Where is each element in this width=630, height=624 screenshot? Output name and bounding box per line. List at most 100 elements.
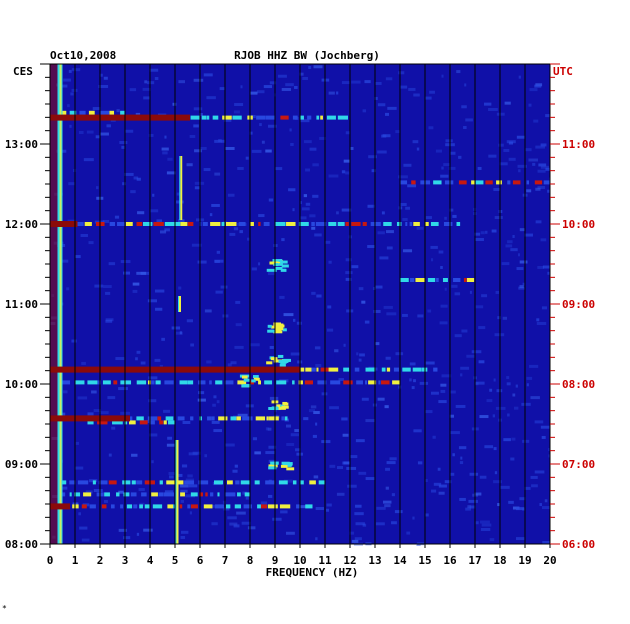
event-line-segment	[409, 222, 413, 226]
noise-cell	[355, 439, 365, 443]
event-line-segment	[427, 278, 436, 282]
noise-cell	[425, 96, 432, 100]
noise-cell	[535, 187, 541, 191]
event-line-segment	[126, 504, 133, 509]
right-tick-label: 09:00	[562, 298, 595, 311]
noise-cell	[116, 109, 120, 113]
noise-cell	[474, 232, 481, 236]
noise-cell	[444, 287, 447, 291]
noise-cell	[508, 157, 516, 161]
noise-cell	[449, 208, 454, 212]
noise-cell	[547, 271, 550, 275]
x-tick-label: 19	[518, 554, 531, 567]
event-line-segment	[92, 480, 96, 485]
noise-cell	[496, 112, 505, 116]
noise-cell	[475, 521, 479, 525]
noise-cell	[534, 84, 542, 88]
event-line-segment	[62, 110, 67, 115]
signal-blob	[278, 359, 289, 363]
x-tick-label: 18	[493, 554, 506, 567]
left-tick-label: 11:00	[5, 298, 38, 311]
left-tick-label: 10:00	[5, 378, 38, 391]
noise-cell	[545, 114, 550, 118]
noise-cell	[460, 456, 463, 460]
event-line-segment	[442, 278, 448, 282]
noise-cell	[159, 364, 164, 368]
noise-cell	[256, 90, 265, 94]
event-line-segment	[433, 180, 442, 185]
noise-cell	[161, 147, 169, 151]
noise-cell	[548, 177, 550, 181]
x-tick-label: 14	[393, 554, 407, 567]
noise-cell	[166, 443, 176, 447]
noise-cell	[327, 305, 332, 309]
event-line-segment	[101, 504, 107, 509]
event-line-segment	[199, 416, 202, 421]
noise-cell	[438, 491, 445, 495]
event-line-segment	[298, 380, 303, 385]
noise-cell	[204, 454, 208, 458]
noise-cell	[234, 345, 244, 349]
noise-cell	[471, 350, 482, 354]
noise-cell	[327, 328, 334, 332]
signal-blob	[276, 404, 281, 408]
noise-cell	[384, 405, 389, 409]
noise-cell	[535, 145, 545, 149]
noise-cell	[251, 149, 262, 153]
event-line-segment	[226, 480, 233, 485]
noise-cell	[148, 399, 157, 403]
noise-cell	[114, 215, 120, 219]
noise-cell	[154, 289, 165, 293]
vertical-streak-edge	[178, 296, 179, 312]
noise-cell	[437, 467, 441, 471]
noise-cell	[58, 84, 68, 88]
noise-cell	[475, 237, 484, 241]
signal-blob	[280, 464, 288, 468]
noise-cell	[222, 500, 226, 504]
noise-cell	[480, 520, 490, 524]
noise-cell	[475, 381, 485, 385]
saturated-line	[50, 503, 70, 510]
noise-cell	[425, 361, 435, 365]
event-line-segment	[109, 222, 116, 226]
event-line-segment	[330, 380, 341, 385]
noise-cell	[417, 461, 423, 465]
event-line-segment	[466, 278, 475, 282]
signal-blob	[267, 329, 275, 333]
noise-cell	[92, 107, 101, 111]
noise-cell	[416, 543, 421, 547]
noise-cell	[319, 136, 327, 140]
x-tick-label: 5	[172, 554, 179, 567]
noise-cell	[213, 429, 223, 433]
noise-cell	[129, 88, 137, 92]
signal-blob	[273, 330, 283, 334]
right-tick-label: 08:00	[562, 378, 595, 391]
noise-cell	[93, 409, 102, 413]
noise-cell	[503, 148, 510, 152]
noise-cell	[285, 531, 295, 535]
event-line-segment	[267, 504, 278, 509]
event-line-segment	[412, 367, 422, 372]
noise-cell	[132, 289, 138, 293]
noise-cell	[398, 71, 405, 75]
noise-cell	[308, 409, 316, 413]
noise-cell	[79, 526, 88, 530]
noise-cell	[428, 126, 434, 130]
event-line-segment	[117, 222, 126, 226]
event-line-segment	[512, 180, 521, 185]
event-line-segment	[396, 222, 402, 226]
noise-cell	[203, 73, 213, 77]
right-tick-label: 10:00	[562, 218, 595, 231]
noise-cell	[346, 466, 357, 470]
noise-cell	[120, 260, 131, 264]
noise-cell	[533, 119, 539, 123]
noise-cell	[458, 446, 467, 450]
noise-cell	[193, 124, 199, 128]
event-line-segment	[123, 492, 130, 497]
event-line-segment	[136, 480, 143, 485]
noise-cell	[194, 149, 202, 153]
noise-cell	[107, 396, 116, 400]
noise-cell	[532, 162, 536, 166]
signal-blob	[266, 268, 277, 272]
noise-cell	[347, 484, 357, 488]
